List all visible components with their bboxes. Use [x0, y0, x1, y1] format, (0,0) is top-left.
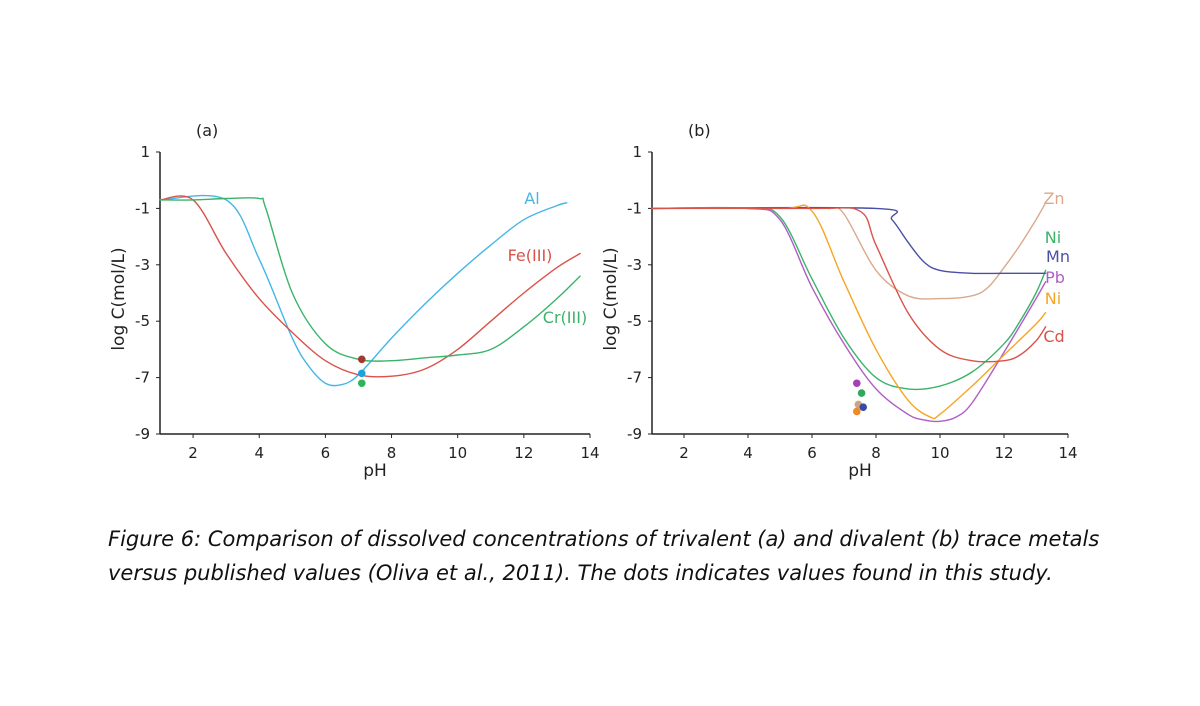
series-line: [651, 204, 1047, 420]
y-tick-label: -7: [627, 369, 642, 387]
y-axis-title: log C(mol/L): [109, 247, 129, 350]
data-point: [853, 407, 861, 416]
figure-caption: Figure 6: Comparison of dissolved concen…: [108, 527, 1100, 585]
x-tick-label: 2: [679, 444, 689, 462]
y-tick-label: -5: [627, 312, 642, 330]
y-tick-label: 1: [140, 143, 150, 161]
series-label: Fe(III): [508, 246, 553, 265]
y-tick-label: -1: [135, 199, 150, 217]
data-point: [357, 379, 366, 388]
y-tick-label: -9: [135, 425, 150, 443]
series-line: [159, 195, 581, 378]
x-tick-label: 4: [743, 444, 753, 462]
data-point: [857, 389, 866, 397]
panel-label: (a): [196, 121, 218, 140]
series-label: Al: [524, 189, 539, 208]
y-tick-label: -3: [135, 256, 150, 274]
chart-panel-a: 1 -1 -3 -5 -7 -9 2 4 6 8 10 12 14 pH log C(mol/L) (a) Al…: [109, 121, 600, 481]
y-tick-label: -1: [627, 199, 642, 217]
data-point: [859, 403, 867, 412]
x-tick-label: 2: [188, 444, 198, 462]
chart-panel-b: 1 -1 -3 -5 -7 -9 2 4 6 8 10 12 14 pH log C(mol/L) (b) Zn…: [601, 121, 1078, 481]
y-tick-label: -7: [135, 369, 150, 387]
x-tick-label: 10: [930, 444, 949, 462]
x-axis-title: pH: [848, 461, 872, 481]
x-tick-label: 8: [871, 444, 881, 462]
series-line: [651, 206, 1047, 423]
y-tick-label: -9: [627, 425, 642, 443]
series-label: Pb: [1045, 268, 1065, 287]
x-tick-label: 12: [514, 444, 533, 462]
data-point: [357, 355, 366, 364]
series-line: [651, 207, 1047, 363]
x-tick-label: 14: [580, 444, 599, 462]
data-point: [853, 379, 861, 388]
series-line: [651, 202, 1047, 300]
series-line: [651, 207, 1047, 391]
series-line: [651, 206, 1047, 275]
x-tick-label: 12: [994, 444, 1013, 462]
y-tick-label: -3: [627, 256, 642, 274]
series-line: [159, 194, 568, 387]
x-tick-label: 8: [387, 444, 397, 462]
y-tick-label: -5: [135, 312, 150, 330]
x-tick-label: 6: [321, 444, 331, 462]
x-tick-label: 4: [254, 444, 264, 462]
series-label: Ni: [1045, 289, 1061, 308]
series-label: Cd: [1043, 327, 1064, 346]
series-label: Ni: [1045, 228, 1061, 247]
series-label: Mn: [1046, 247, 1070, 266]
y-tick-label: 1: [632, 143, 642, 161]
data-point: [357, 369, 366, 378]
series-label: Zn: [1043, 189, 1064, 208]
y-axis-title: log C(mol/L): [601, 247, 621, 350]
x-tick-label: 6: [807, 444, 817, 462]
x-tick-label: 14: [1058, 444, 1077, 462]
series-label: Cr(III): [543, 308, 587, 327]
x-axis-title: pH: [363, 461, 387, 481]
panel-label: (b): [688, 121, 711, 140]
series-line: [159, 197, 581, 362]
x-tick-label: 10: [448, 444, 467, 462]
